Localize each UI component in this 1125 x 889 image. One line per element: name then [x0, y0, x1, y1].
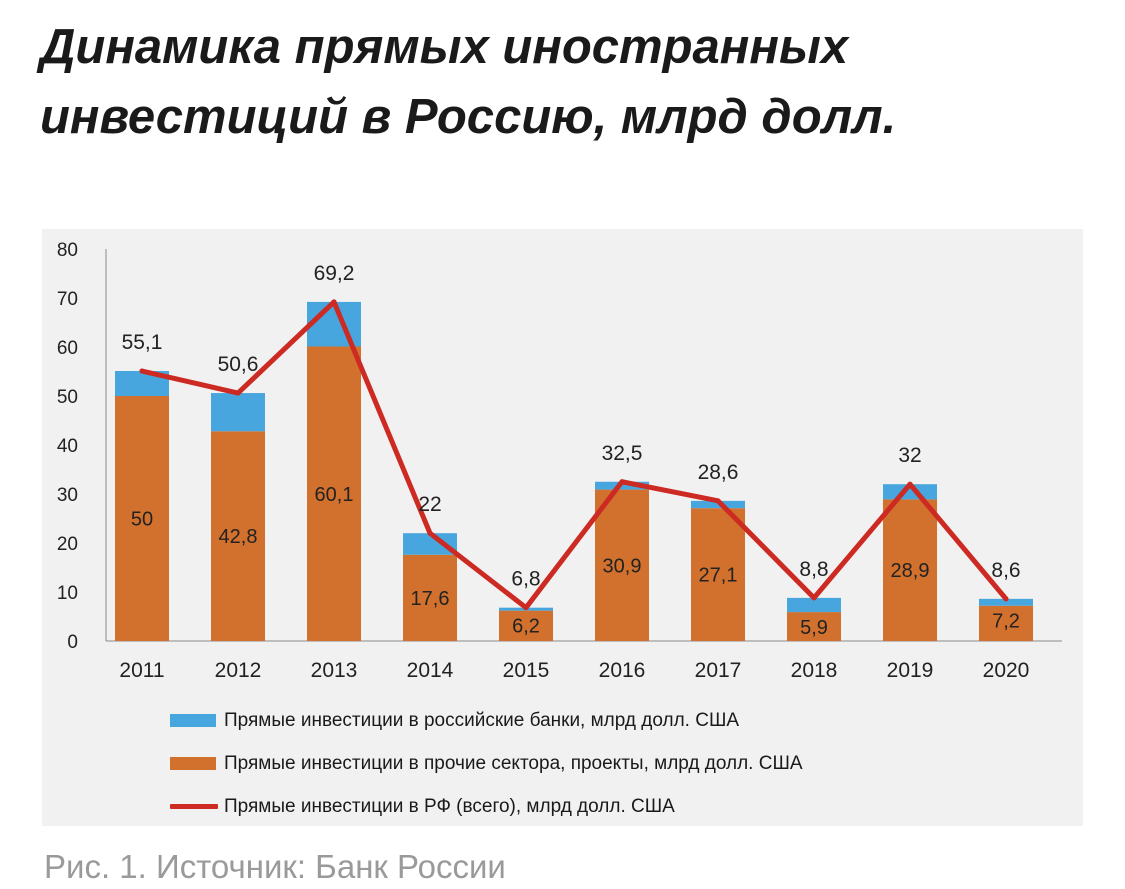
chart-headline: Динамика прямых иностранных инвестиций в…: [40, 20, 897, 144]
bar-other-segment: [499, 610, 553, 641]
bar-banks-segment: [307, 301, 361, 347]
y-tick-label: 10: [57, 583, 78, 604]
total-series-point: [619, 479, 625, 485]
bar-data-label: 17,6: [411, 588, 450, 610]
total-series-point: [523, 605, 529, 611]
bar-banks-segment: [979, 598, 1033, 606]
x-tick-label: 2017: [695, 659, 742, 682]
total-series-point: [235, 390, 241, 396]
x-tick-label: 2020: [983, 659, 1030, 682]
line-data-label: 22: [418, 493, 441, 516]
total-series-point: [1003, 596, 1009, 602]
x-tick-label: 2019: [887, 659, 934, 682]
total-series-point: [811, 595, 817, 601]
line-data-label: 50,6: [218, 353, 259, 376]
legend-label-banks: Прямые инвестиции в российские банки, мл…: [224, 709, 740, 731]
bar-banks-segment: [691, 500, 745, 509]
bar-banks-segment: [403, 533, 457, 555]
x-tick-label: 2011: [119, 659, 164, 682]
line-data-label: 69,2: [314, 262, 355, 285]
line-data-label: 55,1: [122, 331, 163, 354]
x-tick-label: 2013: [311, 659, 358, 682]
bar-data-label: 6,2: [512, 616, 540, 638]
bar-data-label: 50: [131, 509, 153, 531]
y-tick-label: 70: [57, 289, 78, 310]
legend-swatch-total: [170, 804, 218, 809]
y-tick-label: 50: [57, 387, 78, 408]
bar-other-segment: [403, 554, 457, 641]
bar-data-label: 42,8: [219, 526, 258, 548]
line-data-label: 6,8: [511, 568, 540, 591]
legend-item-total: Прямые инвестиции в РФ (всего), млрд дол…: [170, 785, 803, 828]
legend-label-other: Прямые инвестиции в прочие сектора, прое…: [224, 752, 803, 774]
line-data-label: 8,8: [799, 558, 828, 581]
legend-swatch-other: [170, 757, 216, 770]
legend-label-total: Прямые инвестиции в РФ (всего), млрд дол…: [224, 795, 675, 817]
bar-other-segment: [691, 508, 745, 641]
legend-item-banks: Прямые инвестиции в российские банки, мл…: [170, 699, 803, 742]
chart-plot: 0 10 20 30 40 50 60 70 80 2011 50 2012 42,8 2013 60,1 2…: [57, 240, 1062, 682]
bar-banks-segment: [211, 393, 265, 432]
bar-data-label: 7,2: [992, 611, 1020, 633]
x-tick-label: 2018: [791, 659, 838, 682]
figure-caption: Рис. 1. Источник: Банк России: [44, 848, 506, 885]
bar-other-segment: [211, 431, 265, 641]
legend-item-other: Прямые инвестиции в прочие сектора, прое…: [170, 742, 803, 785]
x-tick-label: 2016: [599, 659, 646, 682]
y-tick-label: 40: [57, 436, 78, 457]
total-series-line: [139, 299, 1009, 611]
bar-other-segment: [883, 499, 937, 641]
bar-other-segment: [307, 346, 361, 641]
x-tick-label: 2012: [215, 659, 262, 682]
x-tick-label: 2015: [503, 659, 550, 682]
bar-banks-segment: [883, 484, 937, 500]
bar-other-segment: [979, 605, 1033, 641]
y-tick-label: 20: [57, 534, 78, 555]
total-series-point: [907, 481, 913, 487]
bar-data-label: 5,9: [800, 617, 828, 639]
bar-data-label: 60,1: [315, 484, 354, 506]
bar-banks-segment: [787, 597, 841, 613]
line-data-label: 32: [898, 444, 921, 467]
bar-data-label: 30,9: [603, 555, 642, 577]
total-series-point: [715, 498, 721, 504]
bar-data-label: 27,1: [699, 565, 738, 587]
bar-other-segment: [115, 396, 169, 641]
y-tick-label: 60: [57, 338, 78, 359]
line-data-label: 8,6: [991, 559, 1020, 582]
y-tick-label: 0: [67, 632, 78, 653]
line-data-label: 28,6: [698, 461, 739, 484]
y-tick-label: 80: [57, 240, 78, 261]
legend-swatch-banks: [170, 714, 216, 727]
chart-legend: Прямые инвестиции в российские банки, мл…: [170, 699, 803, 828]
bar-other-segment: [595, 489, 649, 641]
y-tick-label: 30: [57, 485, 78, 506]
chart-panel: 0 10 20 30 40 50 60 70 80 2011 50 2012 42,8 2013 60,1 2…: [42, 229, 1083, 826]
total-series-point: [139, 368, 145, 374]
line-data-label: 32,5: [602, 442, 643, 465]
x-tick-label: 2014: [407, 659, 454, 682]
bar-data-label: 28,9: [891, 560, 930, 582]
total-series-point: [427, 530, 433, 536]
total-series-point: [331, 299, 337, 305]
bar-other-segment: [787, 612, 841, 641]
